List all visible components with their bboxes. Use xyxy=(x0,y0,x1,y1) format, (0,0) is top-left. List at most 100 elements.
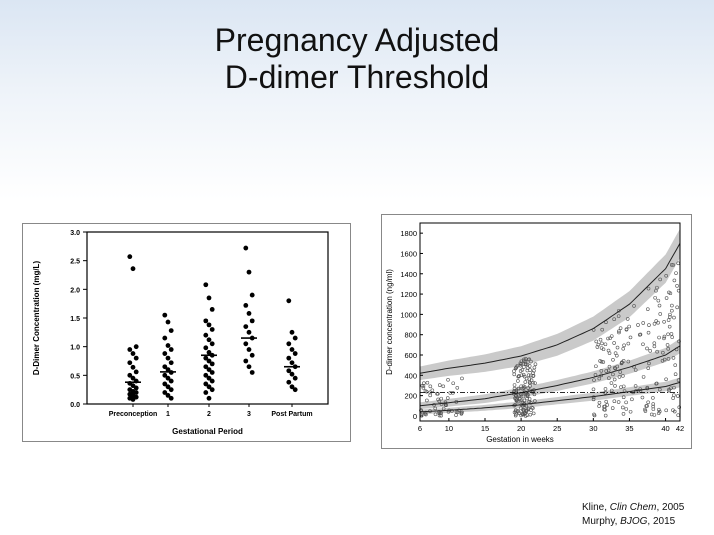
slide-title-line-1: Pregnancy Adjusted xyxy=(214,22,500,58)
data-point xyxy=(653,295,657,300)
data-point xyxy=(661,350,665,355)
data-point xyxy=(626,359,631,364)
data-point xyxy=(533,381,537,385)
data-point xyxy=(641,342,645,347)
data-point xyxy=(443,400,448,405)
data-point xyxy=(133,344,139,350)
y-tick-label: 2.0 xyxy=(70,287,80,294)
data-point xyxy=(162,335,168,341)
data-point xyxy=(667,387,671,392)
data-point xyxy=(617,375,622,379)
data-point xyxy=(206,375,212,381)
citation-1-author: Kline, xyxy=(582,502,610,513)
data-point xyxy=(168,395,174,401)
data-point xyxy=(209,307,215,312)
data-point xyxy=(651,407,656,411)
data-point xyxy=(513,409,518,414)
data-point xyxy=(521,384,526,388)
data-point xyxy=(611,358,615,362)
data-point xyxy=(655,349,659,354)
data-point xyxy=(641,321,646,325)
data-point xyxy=(165,384,171,390)
data-point xyxy=(454,413,458,417)
data-point xyxy=(646,400,650,405)
fitted-curve xyxy=(419,243,681,374)
data-point xyxy=(657,407,661,412)
data-point xyxy=(671,263,676,267)
data-point xyxy=(594,364,598,369)
data-point xyxy=(672,393,676,397)
data-point xyxy=(529,401,533,405)
data-point xyxy=(423,389,428,393)
data-point xyxy=(675,305,679,310)
data-point xyxy=(525,368,530,373)
data-point xyxy=(286,298,292,304)
data-point xyxy=(624,400,628,405)
data-point xyxy=(533,362,538,367)
confidence-band xyxy=(420,228,680,381)
data-point xyxy=(652,322,657,326)
data-point xyxy=(249,370,255,375)
x-tick-label: 3 xyxy=(247,411,251,418)
data-point xyxy=(206,367,212,372)
data-point xyxy=(209,378,215,384)
data-point xyxy=(612,341,616,345)
data-point xyxy=(162,364,168,370)
data-point xyxy=(621,346,626,351)
data-point xyxy=(249,292,255,298)
y-tick-label: 200 xyxy=(404,392,417,401)
data-point xyxy=(133,385,139,391)
data-point xyxy=(604,369,609,373)
data-point xyxy=(168,387,174,393)
y-tick-label: 0.5 xyxy=(70,373,80,380)
data-point xyxy=(628,335,633,340)
data-point xyxy=(428,384,433,389)
data-point xyxy=(664,408,669,413)
data-point xyxy=(673,363,678,367)
data-point xyxy=(528,373,533,378)
data-point xyxy=(621,395,626,400)
citations: Kline, Clin Chem, 2005 Murphy, BJOG, 201… xyxy=(582,501,684,529)
confidence-band xyxy=(420,377,680,415)
data-point xyxy=(162,312,168,318)
data-point xyxy=(670,303,674,308)
data-point xyxy=(651,404,655,409)
data-point xyxy=(633,368,638,372)
data-point xyxy=(436,397,440,402)
data-point xyxy=(206,358,212,364)
data-point xyxy=(630,397,634,402)
chart-kline-scatter: 0.0 0.5 1.0 1.5 2.0 2.5 3.0 Preconception 1 2 3 Pos… xyxy=(32,230,329,436)
data-point xyxy=(203,332,209,338)
data-point xyxy=(246,347,252,352)
data-point xyxy=(616,400,621,404)
data-point xyxy=(658,312,663,316)
data-point xyxy=(613,384,617,388)
data-point xyxy=(292,375,298,381)
data-point xyxy=(514,398,519,403)
data-point xyxy=(596,342,601,347)
data-point xyxy=(209,387,215,393)
data-point xyxy=(512,369,516,374)
data-point xyxy=(165,375,171,381)
y-tick-label: 3.0 xyxy=(70,230,80,237)
data-point xyxy=(209,361,215,367)
data-point xyxy=(439,411,443,415)
y-tick-label: 0 xyxy=(413,412,417,421)
data-point xyxy=(676,413,680,417)
data-point xyxy=(525,396,529,401)
data-point xyxy=(654,319,658,323)
y-tick-label: 1200 xyxy=(400,290,417,299)
citation-1-journal: Clin Chem xyxy=(609,502,657,513)
data-point xyxy=(528,412,533,417)
data-point xyxy=(605,403,610,407)
data-point xyxy=(611,372,615,377)
data-point xyxy=(528,381,532,386)
data-point xyxy=(656,320,660,325)
x-axis-label: Gestation in weeks xyxy=(486,435,554,444)
data-point xyxy=(425,398,429,403)
y-tick-label: 1.0 xyxy=(70,345,80,352)
data-point xyxy=(638,332,643,337)
y-tick-label: 800 xyxy=(404,331,417,340)
data-point xyxy=(619,385,623,389)
data-point xyxy=(628,409,633,414)
